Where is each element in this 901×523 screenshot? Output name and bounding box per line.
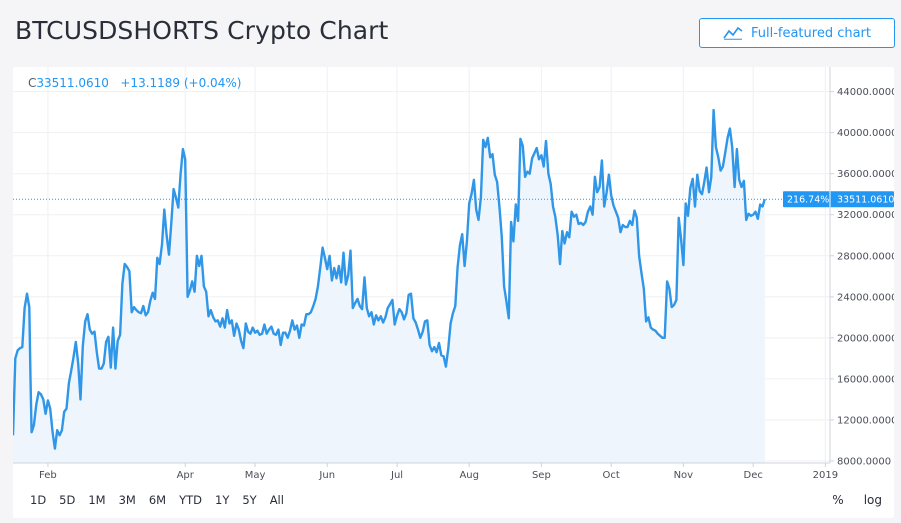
time-tick-label: Aug: [459, 470, 479, 481]
chart-panel: 44000.0000 40000.0000 36000.0000 32000.0000…: [13, 67, 894, 518]
price-chart[interactable]: 44000.0000 40000.0000 36000.0000 32000.0000…: [13, 67, 894, 518]
legend-close-prefix: C: [28, 76, 37, 90]
price-tick-label: 28000.0000: [837, 251, 894, 262]
price-tick-label: 24000.0000: [837, 292, 894, 303]
range-button-5d[interactable]: 5D: [59, 493, 76, 507]
time-tick-label: Jun: [318, 470, 335, 481]
time-tick-label: Nov: [674, 470, 694, 481]
price-tick-label: 12000.0000: [837, 415, 894, 426]
scale-options: % log: [832, 493, 882, 507]
range-button-ytd[interactable]: YTD: [179, 493, 202, 507]
chart-line-icon: [723, 26, 743, 40]
range-selector: 1D 5D 1M 3M 6M YTD 1Y 5Y All: [30, 493, 297, 507]
time-axis: Feb Apr May Jun Jul Aug Sep Oct Nov Dec 2019: [39, 463, 838, 481]
price-badge-percent: 216.74%: [787, 195, 829, 206]
price-tick-label: 8000.0000: [837, 456, 891, 467]
price-tick-label: 16000.0000: [837, 374, 894, 385]
price-badge-value: 33511.0610: [837, 195, 894, 206]
range-button-5y[interactable]: 5Y: [242, 493, 257, 507]
time-tick-label: Oct: [603, 470, 620, 481]
range-button-1m[interactable]: 1M: [88, 493, 106, 507]
range-button-1d[interactable]: 1D: [30, 493, 47, 507]
full-featured-chart-label: Full-featured chart: [750, 25, 872, 41]
price-tick-label: 40000.0000: [837, 128, 894, 139]
price-tick-label: 44000.0000: [837, 87, 894, 98]
range-button-all[interactable]: All: [269, 493, 284, 507]
ohlc-legend: C33511.0610 +13.1189 (+0.04%): [28, 76, 241, 90]
legend-close-value: 33511.0610: [36, 76, 109, 90]
time-tick-label: Dec: [744, 470, 763, 481]
time-tick-label: May: [245, 470, 266, 481]
time-tick-label: 2019: [813, 470, 838, 481]
page-title: BTCUSDSHORTS Crypto Chart: [15, 16, 389, 45]
price-tick-label: 20000.0000: [837, 333, 894, 344]
price-tick-label: 32000.0000: [837, 210, 894, 221]
time-tick-label: Jul: [390, 470, 403, 481]
time-tick-label: Feb: [39, 470, 57, 481]
price-axis: 44000.0000 40000.0000 36000.0000 32000.0000…: [830, 87, 894, 467]
price-area-fill: [13, 110, 765, 463]
legend-change-value: +13.1189 (+0.04%): [120, 76, 242, 90]
full-featured-chart-button[interactable]: Full-featured chart: [699, 18, 895, 48]
time-tick-label: Apr: [177, 470, 195, 481]
range-button-6m[interactable]: 6M: [148, 493, 167, 507]
log-scale-button[interactable]: log: [863, 493, 882, 507]
range-button-3m[interactable]: 3M: [118, 493, 136, 507]
price-badge: 216.74% 33511.0610: [783, 191, 894, 208]
price-line[interactable]: [13, 108, 766, 450]
time-tick-label: Sep: [532, 470, 551, 481]
range-button-1y[interactable]: 1Y: [215, 493, 230, 507]
price-tick-label: 36000.0000: [837, 169, 894, 180]
percent-scale-button[interactable]: %: [832, 493, 844, 507]
